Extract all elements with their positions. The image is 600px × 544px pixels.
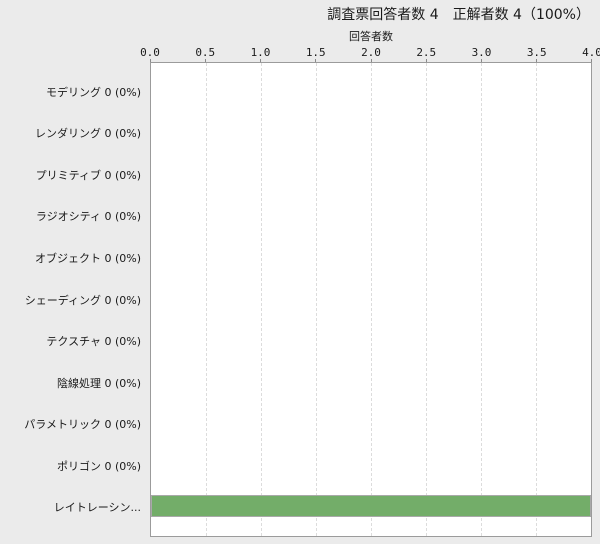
y-axis-category-labels: モデリング 0 (0%) レンダリング 0 (0%) プリミティブ 0 (0%) ラジ… [0,71,150,528]
bar-rows [151,72,591,527]
bar-row [151,279,591,320]
gridline [261,63,262,536]
category-label: パラメトリック 0 (0%) [24,418,141,432]
bar-row [151,155,591,196]
category-label: プリミティブ 0 (0%) [35,168,141,182]
gridline [316,63,317,536]
category-label: オブジェクト 0 (0%) [34,251,141,265]
bar-row [151,362,591,403]
y-label-row: シェーディング 0 (0%) [0,279,150,321]
bar-row [151,196,591,237]
category-label: シェーディング 0 (0%) [24,293,141,307]
bar-row [151,113,591,154]
x-tick-mark [535,59,537,62]
bar-row [151,72,591,113]
y-label-row: パラメトリック 0 (0%) [0,403,150,445]
x-tick-label: 3.0 [471,46,492,59]
x-tick-mark [480,59,482,62]
x-tick-mark [591,59,592,62]
x-tick-label: 0.5 [195,46,216,59]
bar-row [151,444,591,485]
x-tick-label: 0.0 [140,46,160,59]
category-label: モデリング 0 (0%) [45,85,141,99]
bar [151,495,591,518]
category-label: 陰線処理 0 (0%) [56,376,141,390]
y-label-row: レイトレーシン... [0,486,150,528]
chart-title: 調査票回答者数 4 正解者数 4（100%） [327,7,590,23]
x-tick-mark [425,59,427,62]
category-label: ラジオシティ 0 (0%) [35,210,141,224]
category-label: テクスチャ 0 (0%) [46,335,141,349]
x-tick-mark [260,59,262,62]
y-label-row: ポリゴン 0 (0%) [0,445,150,487]
x-tick-mark [205,59,207,62]
gridline [481,63,482,536]
bar-row [151,486,591,527]
gridline [536,63,537,536]
y-label-row: テクスチャ 0 (0%) [0,320,150,362]
x-axis-ticks: 0.0 0.5 1.0 1.5 2.0 2.5 3.0 3.5 4.0 [140,46,600,59]
y-label-row: ラジオシティ 0 (0%) [0,196,150,238]
x-axis-title: 回答者数 [349,30,393,43]
bar-row [151,403,591,444]
category-label: レンダリング 0 (0%) [34,127,141,141]
plot-area [150,62,592,537]
x-tick-label: 2.0 [361,46,381,59]
y-label-row: オブジェクト 0 (0%) [0,237,150,279]
category-label: レイトレーシン... [53,501,141,515]
y-label-row: レンダリング 0 (0%) [0,113,150,155]
x-tick-label: 2.5 [416,46,437,59]
gridline [206,63,207,536]
bar-row [151,237,591,278]
x-tick-label: 1.5 [305,46,326,59]
bar-row [151,320,591,361]
gridline [426,63,427,536]
gridline [371,63,372,536]
y-label-row: モデリング 0 (0%) [0,71,150,113]
x-tick-label: 3.5 [526,46,547,59]
y-label-row: 陰線処理 0 (0%) [0,362,150,404]
x-tick-mark [315,59,317,62]
x-tick-mark [370,59,372,62]
category-label: ポリゴン 0 (0%) [56,459,141,473]
y-label-row: プリミティブ 0 (0%) [0,154,150,196]
x-tick-mark [150,59,151,62]
x-tick-label: 1.0 [250,46,271,59]
x-tick-label: 4.0 [582,46,600,59]
